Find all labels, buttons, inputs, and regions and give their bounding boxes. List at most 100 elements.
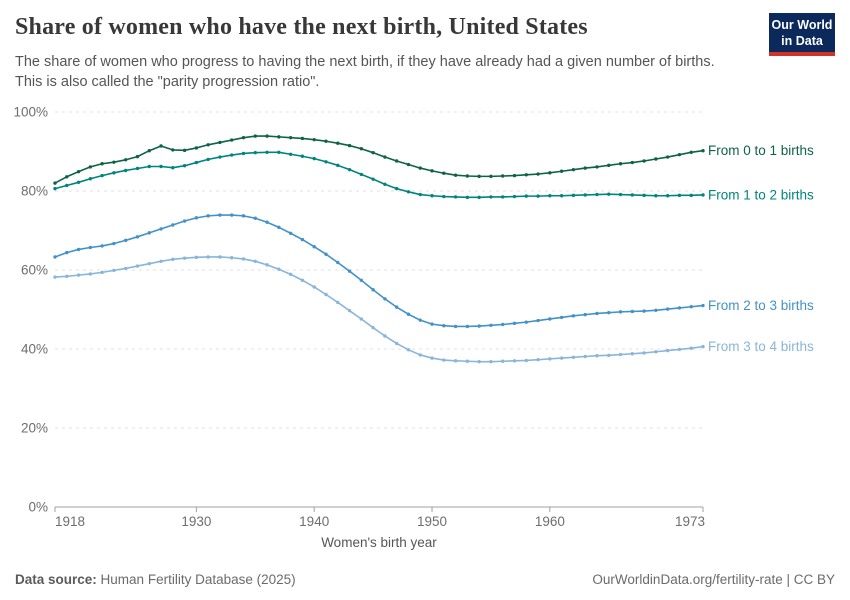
data-point — [112, 241, 116, 246]
series-label-2[interactable]: From 2 to 3 births — [708, 298, 814, 313]
data-point — [465, 174, 470, 178]
data-point — [312, 244, 316, 249]
data-point — [618, 162, 623, 166]
data-point — [312, 137, 316, 142]
data-point — [442, 194, 446, 199]
data-point — [241, 257, 246, 261]
data-point — [159, 227, 163, 231]
data-point — [347, 308, 352, 313]
data-point — [501, 174, 505, 178]
x-tick-label: 1960 — [535, 514, 565, 529]
data-point — [642, 309, 646, 313]
data-point — [559, 356, 564, 360]
data-point — [112, 160, 116, 164]
data-point — [135, 235, 140, 239]
series-line-0[interactable] — [54, 135, 704, 184]
data-point — [630, 352, 635, 356]
data-point — [689, 305, 693, 309]
data-point — [347, 143, 352, 148]
data-point — [230, 256, 234, 260]
data-point — [501, 359, 505, 363]
data-point — [512, 173, 517, 178]
data-point — [571, 167, 576, 172]
data-point — [194, 255, 199, 260]
data-point — [300, 154, 305, 158]
data-point — [430, 169, 434, 173]
y-tick-label: 80% — [21, 184, 48, 199]
data-point — [112, 268, 116, 273]
data-point — [76, 180, 81, 185]
data-point — [559, 315, 564, 320]
data-point — [418, 318, 422, 322]
data-point — [548, 317, 552, 321]
data-point — [548, 194, 552, 198]
data-point — [607, 310, 611, 315]
data-point — [218, 140, 222, 145]
data-point — [453, 195, 458, 199]
data-point — [383, 182, 387, 186]
series-label-1[interactable]: From 1 to 2 births — [708, 187, 814, 202]
data-point — [665, 155, 670, 159]
data-point — [512, 194, 517, 199]
data-point — [371, 288, 375, 292]
data-source-label: Data source: — [15, 572, 97, 587]
data-point — [265, 220, 269, 224]
data-point — [147, 164, 151, 169]
data-point — [630, 160, 635, 165]
data-point — [595, 192, 599, 197]
x-tick-label: 1973 — [675, 514, 705, 529]
data-point — [394, 159, 399, 163]
data-point — [324, 292, 328, 297]
owid-logo[interactable]: Our World in Data — [769, 13, 835, 57]
series-label-0[interactable]: From 0 to 1 births — [708, 143, 814, 158]
data-point — [312, 156, 316, 161]
data-point — [630, 309, 635, 314]
data-point — [665, 194, 670, 198]
data-point — [277, 150, 281, 154]
attribution-link[interactable]: OurWorldinData.org/fertility-rate | CC B… — [592, 572, 835, 587]
data-point — [336, 141, 340, 145]
data-point — [430, 356, 434, 360]
data-point — [394, 341, 399, 346]
data-point — [524, 320, 528, 324]
data-point — [536, 357, 540, 362]
data-point — [559, 169, 564, 173]
data-point — [147, 261, 151, 266]
data-point — [607, 353, 611, 358]
data-point — [277, 225, 281, 230]
data-point — [524, 194, 528, 198]
data-point — [194, 146, 199, 150]
data-point — [135, 166, 140, 171]
data-point — [583, 354, 587, 359]
data-point — [277, 267, 281, 271]
data-point — [642, 351, 646, 355]
data-point — [489, 195, 493, 199]
data-point — [654, 308, 658, 312]
series-label-3[interactable]: From 3 to 4 births — [708, 339, 814, 354]
data-point — [583, 166, 587, 170]
data-point — [53, 186, 57, 191]
data-point — [383, 155, 387, 159]
data-point — [194, 216, 199, 220]
data-point — [359, 172, 364, 177]
data-point — [288, 231, 293, 235]
data-point — [336, 163, 340, 168]
data-point — [371, 325, 375, 330]
series-line-1[interactable] — [54, 151, 704, 199]
data-point — [453, 324, 458, 329]
data-point — [218, 155, 222, 159]
data-point — [406, 348, 411, 352]
data-point — [347, 269, 352, 273]
data-point — [65, 274, 69, 279]
data-point — [123, 238, 128, 243]
data-point — [194, 160, 199, 165]
data-point — [618, 192, 623, 197]
series-line-2[interactable] — [54, 214, 704, 328]
data-point — [477, 324, 481, 328]
data-point — [536, 194, 540, 198]
data-point — [123, 168, 128, 173]
data-point — [430, 322, 434, 326]
data-point — [265, 134, 269, 138]
series-line-3[interactable] — [54, 256, 704, 363]
